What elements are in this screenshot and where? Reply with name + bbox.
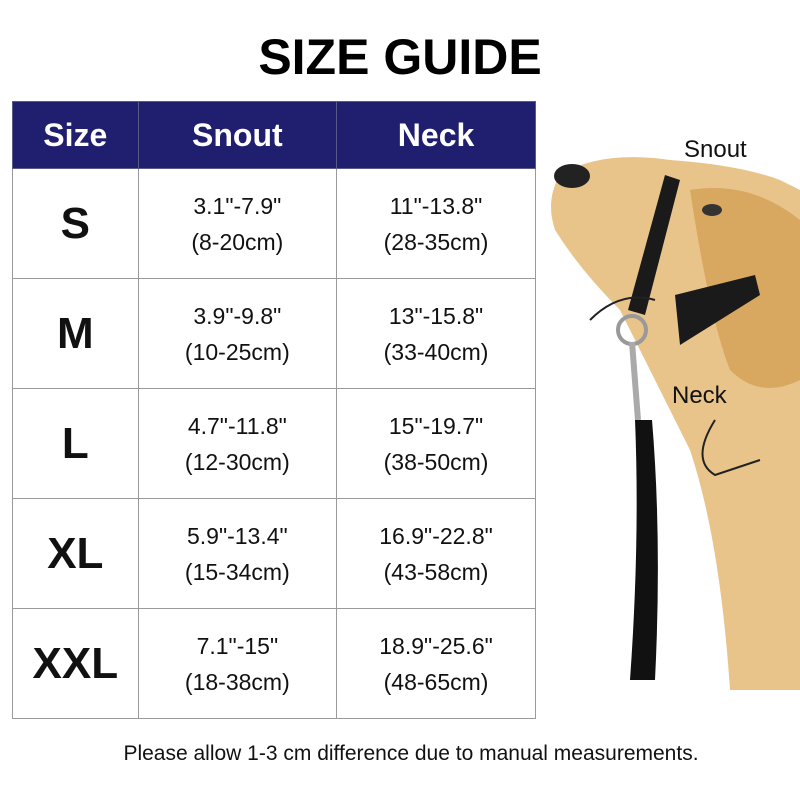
table-header-row: Size Snout Neck xyxy=(12,101,536,169)
snout-cell: 5.9"-13.4" (15-34cm) xyxy=(137,498,338,609)
snout-cm: (8-20cm) xyxy=(191,228,284,255)
snout-cm: (12-30cm) xyxy=(184,448,290,475)
neck-cm: (33-40cm) xyxy=(383,338,489,365)
snout-cell: 7.1"-15" (18-38cm) xyxy=(137,608,338,719)
snout-inches: 3.9"-9.8" xyxy=(193,302,282,329)
size-cell: M xyxy=(12,278,139,389)
neck-inches: 11"-13.8" xyxy=(389,192,483,219)
neck-cm: (28-35cm) xyxy=(383,228,489,255)
size-cell: XXL xyxy=(12,608,139,719)
table-row: S 3.1"-7.9" (8-20cm) 11"-13.8" (28-35cm) xyxy=(12,168,536,279)
snout-label: Snout xyxy=(684,136,747,163)
neck-cm: (38-50cm) xyxy=(383,448,489,475)
neck-cell: 16.9"-22.8" (43-58cm) xyxy=(336,498,536,609)
snout-cm: (15-34cm) xyxy=(184,558,290,585)
snout-inches: 3.1"-7.9" xyxy=(193,192,282,219)
neck-cm: (43-58cm) xyxy=(383,558,489,585)
snout-cell: 3.1"-7.9" (8-20cm) xyxy=(137,168,338,279)
size-table: Size Snout Neck S 3.1"-7.9" (8-20cm) 11"-… xyxy=(12,101,536,719)
page-title: SIZE GUIDE xyxy=(258,29,542,85)
neck-inches: 18.9"-25.6" xyxy=(379,632,493,659)
neck-cell: 18.9"-25.6" (48-65cm) xyxy=(336,608,536,719)
neck-inches: 16.9"-22.8" xyxy=(379,522,493,549)
snout-cell: 4.7"-11.8" (12-30cm) xyxy=(137,388,338,499)
measurement-note: Please allow 1-3 cm difference due to ma… xyxy=(123,742,699,765)
neck-inches: 15"-19.7" xyxy=(388,412,484,439)
neck-inches: 13"-15.8" xyxy=(388,302,484,329)
size-cell: S xyxy=(12,168,139,279)
table-row: L 4.7"-11.8" (12-30cm) 15"-19.7" (38-50cm) xyxy=(12,388,536,499)
snout-cell: 3.9"-9.8" (10-25cm) xyxy=(137,278,338,389)
header-snout: Snout xyxy=(137,101,338,169)
neck-cell: 13"-15.8" (33-40cm) xyxy=(336,278,536,389)
snout-inches: 7.1"-15" xyxy=(196,632,279,659)
neck-cell: 15"-19.7" (38-50cm) xyxy=(336,388,536,499)
dog-with-head-collar-image xyxy=(551,157,800,691)
header-neck: Neck xyxy=(336,101,536,169)
table-row: XXL 7.1"-15" (18-38cm) 18.9"-25.6" (48-65c… xyxy=(12,608,536,719)
table-row: M 3.9"-9.8" (10-25cm) 13"-15.8" (33-40cm) xyxy=(12,278,536,389)
size-cell: XL xyxy=(12,498,139,609)
snout-cm: (18-38cm) xyxy=(184,668,290,695)
snout-inches: 4.7"-11.8" xyxy=(187,412,287,439)
size-cell: L xyxy=(12,388,139,499)
header-size: Size xyxy=(12,101,139,169)
snout-inches: 5.9"-13.4" xyxy=(186,522,288,549)
table-row: XL 5.9"-13.4" (15-34cm) 16.9"-22.8" (43-58… xyxy=(12,498,536,609)
neck-cm: (48-65cm) xyxy=(383,668,489,695)
snout-cm: (10-25cm) xyxy=(184,338,290,365)
neck-label: Neck xyxy=(672,382,727,409)
neck-cell: 11"-13.8" (28-35cm) xyxy=(336,168,536,279)
